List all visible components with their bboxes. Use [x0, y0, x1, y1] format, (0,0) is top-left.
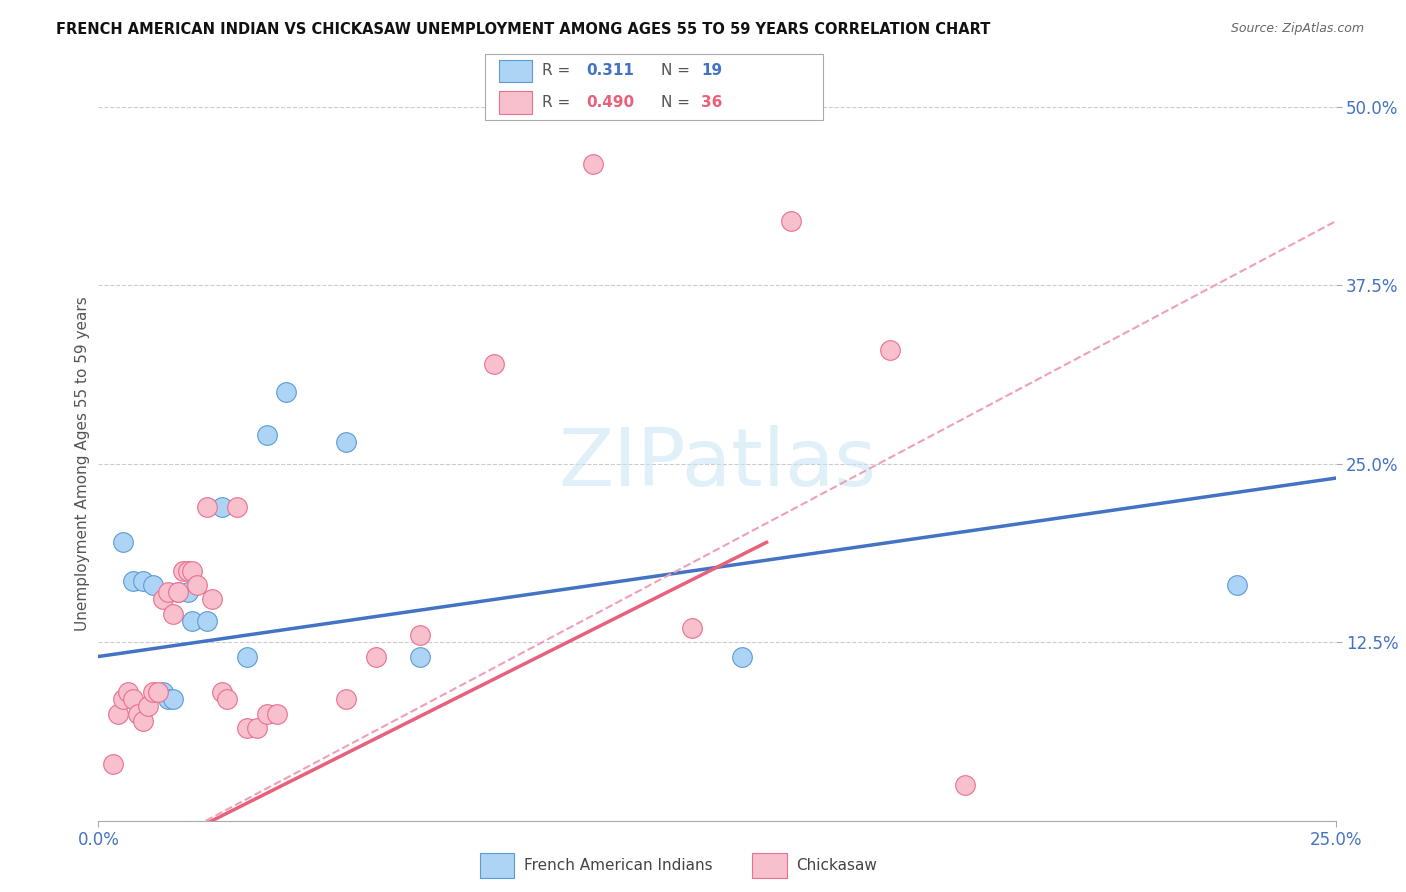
Point	[1226, 578, 1249, 592]
Point	[484, 357, 506, 371]
Point	[335, 435, 357, 450]
FancyBboxPatch shape	[485, 54, 823, 120]
Text: FRENCH AMERICAN INDIAN VS CHICKASAW UNEMPLOYMENT AMONG AGES 55 TO 59 YEARS CORRE: FRENCH AMERICAN INDIAN VS CHICKASAW UNEM…	[56, 22, 991, 37]
Point	[176, 585, 198, 599]
Point	[246, 721, 269, 735]
Text: 36: 36	[702, 95, 723, 110]
Point	[276, 385, 298, 400]
Point	[112, 692, 135, 706]
Text: 19: 19	[702, 63, 723, 78]
Point	[335, 692, 357, 706]
Point	[152, 592, 174, 607]
Point	[731, 649, 754, 664]
Point	[780, 214, 803, 228]
Bar	[481, 853, 515, 878]
Point	[226, 500, 249, 514]
Point	[132, 574, 155, 588]
Point	[156, 585, 179, 599]
Point	[132, 714, 155, 728]
Point	[122, 692, 145, 706]
Bar	[752, 853, 786, 878]
Point	[181, 614, 204, 628]
Point	[172, 564, 194, 578]
Text: 0.311: 0.311	[586, 63, 634, 78]
Point	[236, 721, 259, 735]
Point	[195, 500, 218, 514]
Point	[364, 649, 387, 664]
Point	[166, 585, 188, 599]
Bar	[499, 91, 533, 114]
Point	[107, 706, 129, 721]
Text: Chickasaw: Chickasaw	[796, 858, 877, 872]
Point	[162, 607, 184, 621]
Point	[162, 692, 184, 706]
Point	[186, 578, 208, 592]
Text: 0.490: 0.490	[586, 95, 634, 110]
Point	[236, 649, 259, 664]
Point	[166, 585, 188, 599]
Text: R =: R =	[543, 95, 575, 110]
Text: R =: R =	[543, 63, 575, 78]
Y-axis label: Unemployment Among Ages 55 to 59 years: Unemployment Among Ages 55 to 59 years	[75, 296, 90, 632]
Point	[879, 343, 901, 357]
Point	[409, 628, 432, 642]
Point	[211, 500, 233, 514]
Point	[156, 692, 179, 706]
Text: ZIPatlas: ZIPatlas	[558, 425, 876, 503]
Point	[256, 706, 278, 721]
Point	[142, 685, 165, 699]
Point	[681, 621, 703, 635]
Point	[112, 535, 135, 549]
Bar	[499, 60, 533, 82]
Point	[256, 428, 278, 442]
Point	[117, 685, 139, 699]
Point	[195, 614, 218, 628]
Point	[142, 578, 165, 592]
Point	[181, 564, 204, 578]
Point	[211, 685, 233, 699]
Point	[409, 649, 432, 664]
Point	[201, 592, 224, 607]
Point	[217, 692, 239, 706]
Point	[146, 685, 169, 699]
Point	[122, 574, 145, 588]
Text: N =: N =	[661, 95, 695, 110]
Point	[582, 157, 605, 171]
Point	[127, 706, 149, 721]
Text: Source: ZipAtlas.com: Source: ZipAtlas.com	[1230, 22, 1364, 36]
Point	[136, 699, 159, 714]
Point	[103, 756, 125, 771]
Text: French American Indians: French American Indians	[523, 858, 713, 872]
Point	[266, 706, 288, 721]
Point	[152, 685, 174, 699]
Point	[953, 778, 976, 792]
Point	[176, 564, 198, 578]
Text: N =: N =	[661, 63, 695, 78]
